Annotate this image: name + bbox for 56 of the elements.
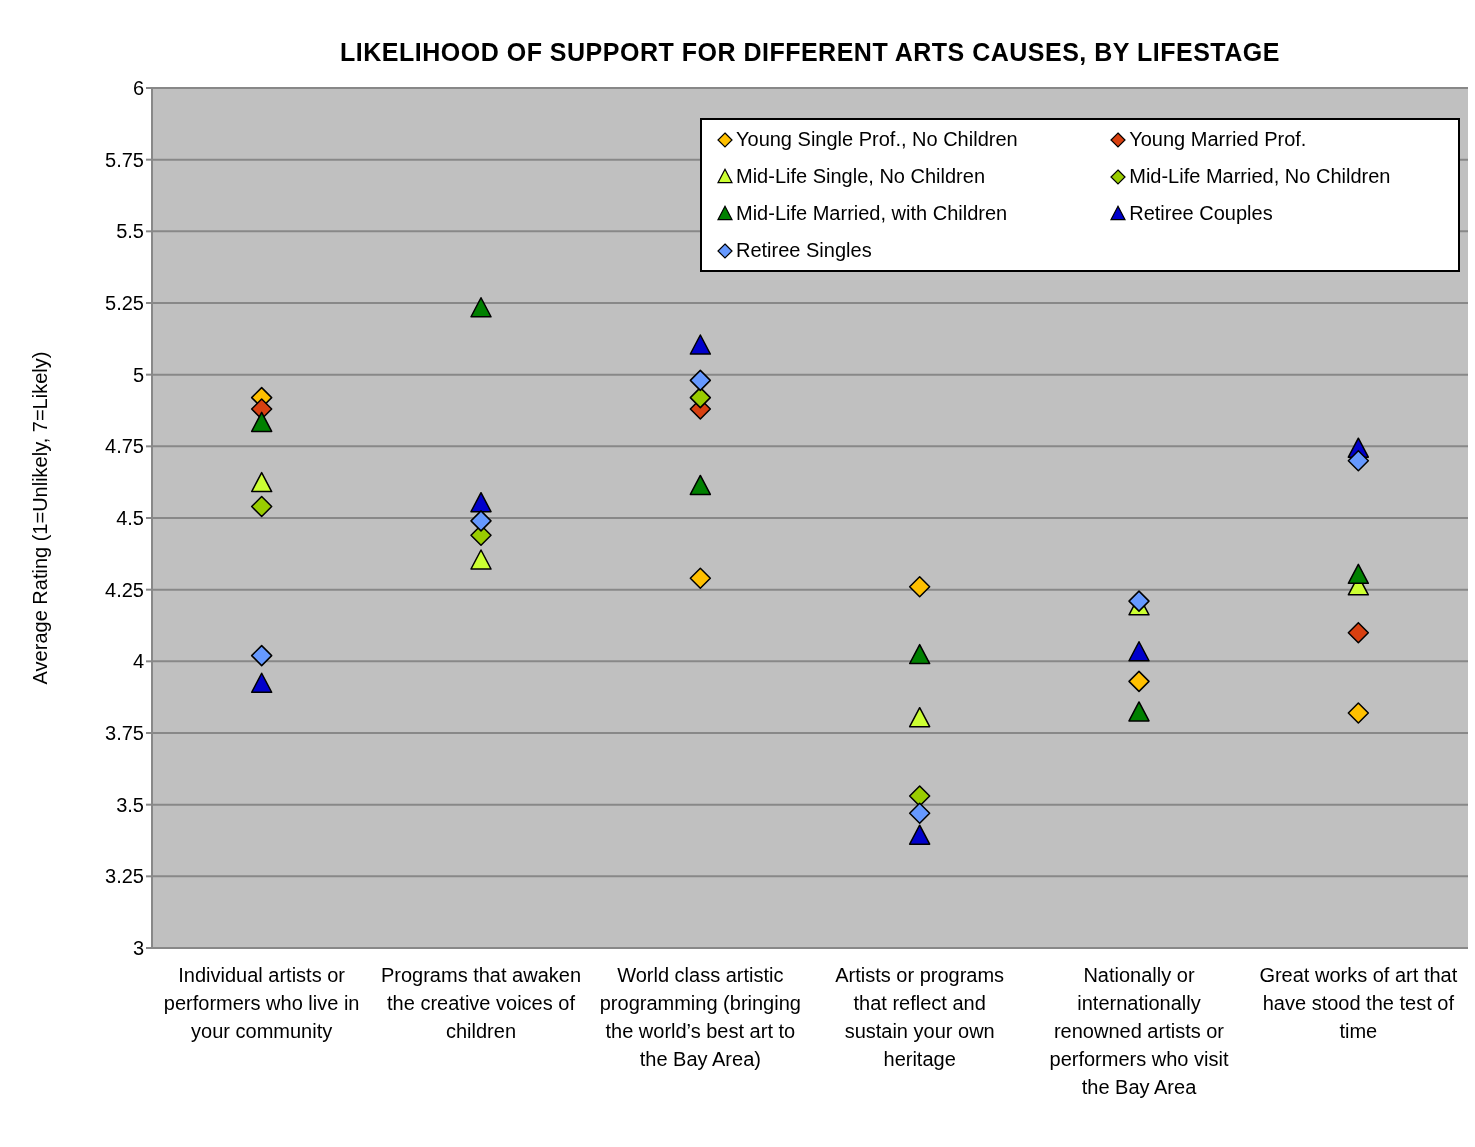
y-tick-label: 3.75 <box>105 722 144 745</box>
point <box>908 706 931 728</box>
point <box>250 411 273 433</box>
point <box>470 549 492 570</box>
legend-label: Mid-Life Single, No Children <box>736 165 986 188</box>
point <box>470 296 492 318</box>
x-tick-label: Programs that awaken the creative voices of children <box>380 964 582 1042</box>
point <box>689 386 712 409</box>
point <box>1347 449 1370 472</box>
point <box>1128 640 1150 662</box>
legend-label: Young Single Prof., No Children <box>736 128 1018 151</box>
point <box>908 785 931 807</box>
x-tick-label: Artists or programs that reflect and sustain your own heritage <box>835 964 1005 1070</box>
point <box>470 491 492 513</box>
point <box>908 576 931 598</box>
y-tick-label: 5.25 <box>105 292 144 315</box>
point <box>689 567 712 589</box>
point <box>689 334 712 355</box>
y-tick-label: 5 <box>132 363 144 386</box>
point <box>1347 702 1370 724</box>
y-tick-label: 5.5 <box>116 220 144 243</box>
y-tick-label: 5.75 <box>105 148 144 171</box>
y-axis-title: Average Rating (1=Unlikely, 7=Likely) <box>29 351 52 685</box>
point <box>1128 670 1150 693</box>
x-tick-label: Individual artists or performers who live in your community <box>163 964 360 1042</box>
point <box>250 644 273 667</box>
legend-label: Retiree Singles <box>736 239 872 262</box>
point <box>250 672 273 694</box>
point <box>1128 701 1150 722</box>
legend-label: Young Married Prof. <box>1129 128 1307 151</box>
point <box>1347 563 1370 585</box>
y-tick-label: 3 <box>132 937 144 960</box>
y-tick-label: 6 <box>132 77 144 100</box>
point <box>250 471 273 493</box>
x-tick-label: Nationally or internationally renowned artists or performers who visit the Bay Area <box>1049 964 1229 1098</box>
point <box>689 474 712 496</box>
y-tick-label: 4 <box>132 650 144 673</box>
y-tick-label: 4.5 <box>116 507 144 530</box>
x-tick-label: World class artistic programming (bringing the world’s best art to the Bay Area) <box>599 964 801 1070</box>
x-tick-label: Great works of art that have stood the test of time <box>1259 964 1458 1042</box>
point <box>470 510 492 532</box>
y-tick-label: 3.5 <box>116 793 144 816</box>
point <box>1347 621 1370 644</box>
point <box>908 802 931 825</box>
point <box>1128 590 1150 612</box>
y-tick-label: 4.25 <box>105 578 144 601</box>
point <box>250 495 273 518</box>
y-tick-label: 3.25 <box>105 865 144 888</box>
legend-label: Mid-Life Married, with Children <box>736 202 1008 225</box>
chart-title: LIKELIHOOD OF SUPPORT FOR DIFFERENT ARTS CAUSES, BY LIFESTAGE <box>339 38 1281 67</box>
legend-label: Retiree Couples <box>1129 202 1273 225</box>
legend-label: Mid-Life Married, No Children <box>1129 165 1391 188</box>
y-tick-label: 4.75 <box>105 435 144 458</box>
point <box>908 643 931 665</box>
point <box>689 369 712 392</box>
point <box>908 824 931 845</box>
